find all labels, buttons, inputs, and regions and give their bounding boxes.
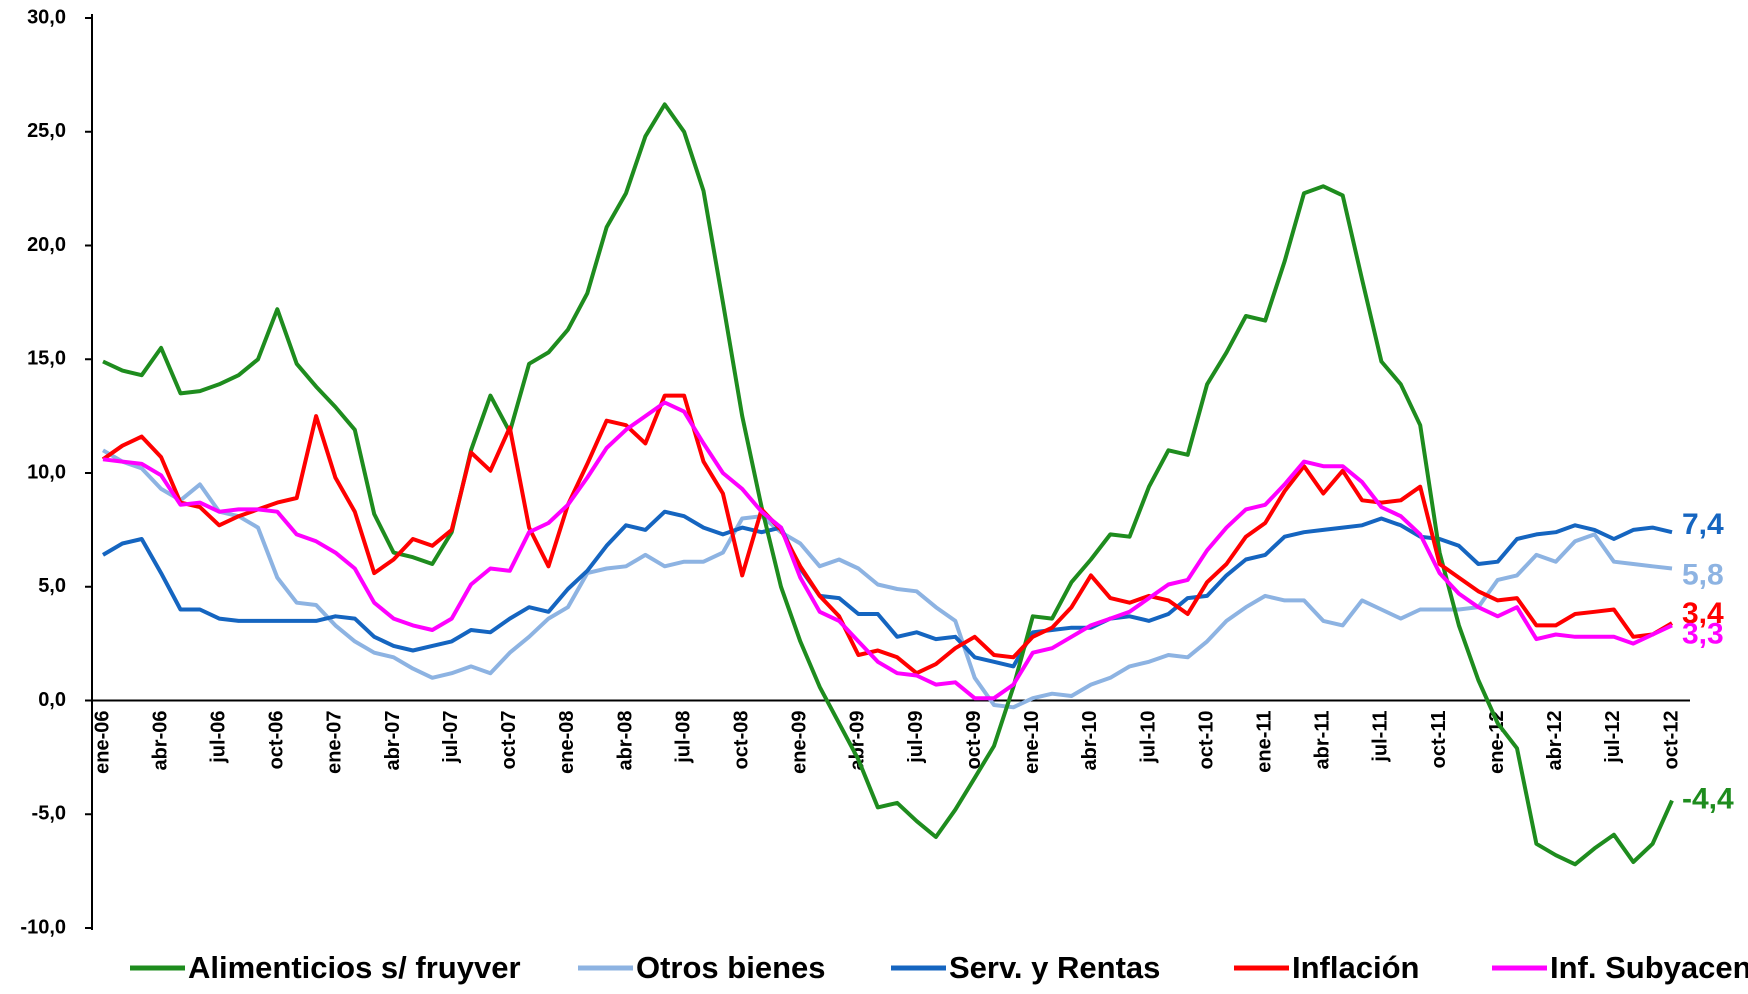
- x-tick-label: abr-08: [614, 711, 636, 771]
- y-tick-label: 10,0: [27, 461, 66, 483]
- legend-label: Inf. Subyacente: [1550, 950, 1748, 985]
- x-tick-label: ene-09: [789, 711, 811, 774]
- x-tick-label: abr-11: [1312, 711, 1334, 770]
- y-tick-label: 0,0: [38, 689, 66, 711]
- y-tick-label: -5,0: [32, 803, 66, 825]
- legend-label: Otros bienes: [636, 950, 826, 985]
- end-label: 3,3: [1682, 617, 1724, 650]
- x-tick-label: ene-10: [1021, 711, 1043, 774]
- end-label: 5,8: [1682, 558, 1724, 591]
- x-tick-label: abr-09: [847, 711, 869, 771]
- x-tick-label: jul-10: [1137, 711, 1159, 764]
- end-label: 3,4: [1682, 597, 1724, 630]
- y-tick-label: 25,0: [27, 120, 66, 142]
- x-tick-label: ene-06: [91, 711, 113, 774]
- x-tick-label: ene-08: [556, 711, 578, 774]
- series-line: [101, 448, 1673, 710]
- x-tick-label: oct-11: [1428, 711, 1450, 769]
- legend-label: Alimenticios s/ fruyver: [188, 950, 521, 985]
- end-label: 7,4: [1682, 508, 1724, 541]
- x-tick-label: oct-07: [498, 711, 520, 770]
- series-line: [102, 400, 1673, 701]
- y-tick-label: 5,0: [38, 575, 66, 597]
- x-tick-label: jul-07: [440, 711, 462, 764]
- x-tick-label: oct-12: [1660, 711, 1682, 770]
- x-tick-label: abr-06: [149, 711, 171, 771]
- x-tick-label: oct-10: [1195, 711, 1217, 770]
- series-line: [102, 102, 1674, 867]
- x-tick-label: jul-11: [1370, 711, 1392, 763]
- x-tick-label: abr-07: [382, 711, 404, 771]
- x-tick-label: jul-09: [905, 711, 927, 764]
- y-tick-label: 30,0: [27, 6, 66, 28]
- series-line: [101, 509, 1673, 669]
- x-tick-label: oct-08: [731, 711, 753, 770]
- legend-label: Inflación: [1292, 950, 1419, 985]
- end-label: -4,4: [1682, 783, 1734, 816]
- x-tick-label: abr-10: [1079, 711, 1101, 771]
- y-tick-label: 15,0: [27, 348, 66, 370]
- x-tick-label: oct-06: [266, 711, 288, 770]
- x-tick-label: jul-12: [1602, 711, 1624, 764]
- legend-label: Serv. y Rentas: [949, 950, 1160, 985]
- series-line: [101, 393, 1674, 676]
- x-tick-label: oct-09: [963, 711, 985, 770]
- x-tick-label: jul-06: [208, 711, 230, 764]
- y-tick-label: -10,0: [20, 916, 66, 938]
- x-tick-label: ene-07: [324, 711, 346, 774]
- y-tick-label: 20,0: [27, 234, 66, 256]
- x-tick-label: ene-11: [1254, 711, 1276, 773]
- x-tick-label: abr-12: [1544, 711, 1566, 771]
- x-tick-label: jul-08: [672, 711, 694, 764]
